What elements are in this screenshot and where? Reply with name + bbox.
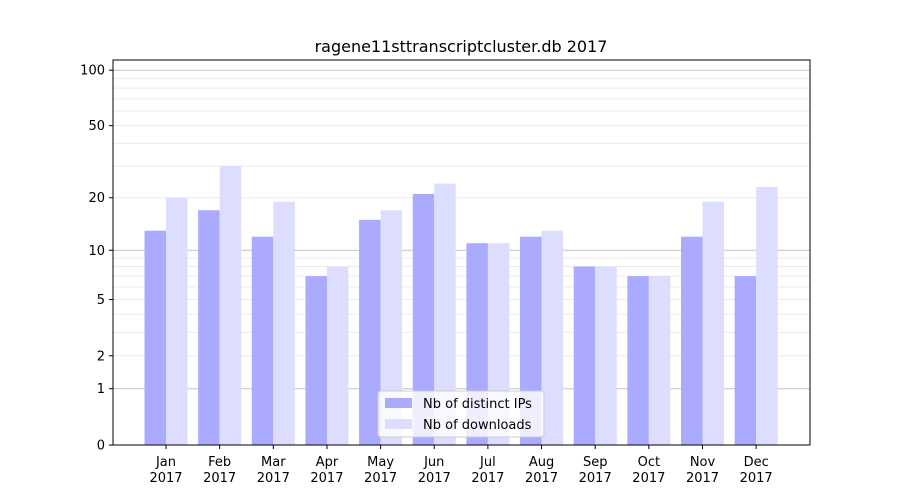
bar-downloads — [648, 276, 671, 445]
bar-distinct-ips — [412, 193, 435, 445]
bars — [144, 166, 778, 446]
x-tick-label: Jan 2017 — [149, 455, 182, 486]
bar-downloads — [326, 266, 349, 445]
legend-swatch — [385, 398, 412, 408]
chart-title: ragene11sttranscriptcluster.db 2017 — [315, 37, 608, 56]
bar-downloads — [702, 201, 724, 445]
x-axis: Jan 2017 Feb 2017 Mar 2017 Apr 2017 May 2017 Jun 20… — [149, 445, 773, 486]
bar-distinct-ips — [734, 276, 757, 445]
legend-label: Nb of distinct IPs — [423, 397, 532, 412]
y-tick-label: 0 — [97, 439, 105, 454]
bar-distinct-ips — [627, 276, 649, 445]
bar-distinct-ips — [359, 219, 381, 445]
y-tick-label: 5 — [97, 293, 105, 308]
y-tick-label: 10 — [88, 244, 105, 259]
bar-downloads — [434, 183, 456, 446]
x-tick-label: Feb 2017 — [203, 455, 236, 486]
legend-label: Nb of downloads — [423, 418, 532, 433]
x-tick-label: Aug 2017 — [525, 455, 558, 486]
x-tick-label: Apr 2017 — [310, 455, 343, 486]
bar-downloads — [219, 166, 242, 445]
y-tick-label: 50 — [88, 119, 105, 134]
bar-distinct-ips — [251, 236, 274, 445]
x-tick-label: Dec 2017 — [740, 455, 773, 486]
bar-distinct-ips — [305, 276, 327, 445]
bar-downloads — [756, 186, 778, 445]
y-tick-label: 1 — [97, 382, 105, 397]
x-tick-label: Nov 2017 — [686, 455, 719, 486]
y-tick-label: 20 — [88, 191, 105, 206]
bar-downloads — [595, 266, 617, 445]
bar-distinct-ips — [198, 210, 220, 445]
legend: Nb of distinct IPs Nb of downloads — [377, 390, 545, 438]
bar-downloads — [380, 210, 403, 445]
y-tick-label: 2 — [97, 349, 105, 364]
bar-downloads — [166, 197, 188, 445]
y-axis: 0 1 2 5 10 20 50 100 — [80, 64, 113, 454]
plot-frame — [112, 59, 811, 446]
x-tick-label: Oct 2017 — [632, 455, 665, 486]
x-tick-label: Jun 2017 — [418, 455, 451, 486]
bar-downloads — [273, 201, 295, 445]
y-tick-label: 100 — [80, 64, 105, 79]
x-tick-label: Mar 2017 — [257, 455, 290, 486]
x-tick-label: Jul 2017 — [471, 455, 504, 486]
legend-swatch — [385, 419, 412, 429]
bar-distinct-ips — [573, 266, 596, 445]
bar-downloads — [541, 230, 564, 445]
bar-distinct-ips — [144, 230, 166, 445]
x-tick-label: May 2017 — [364, 455, 397, 486]
bar-distinct-ips — [681, 236, 703, 445]
x-tick-label: Sep 2017 — [579, 455, 612, 486]
